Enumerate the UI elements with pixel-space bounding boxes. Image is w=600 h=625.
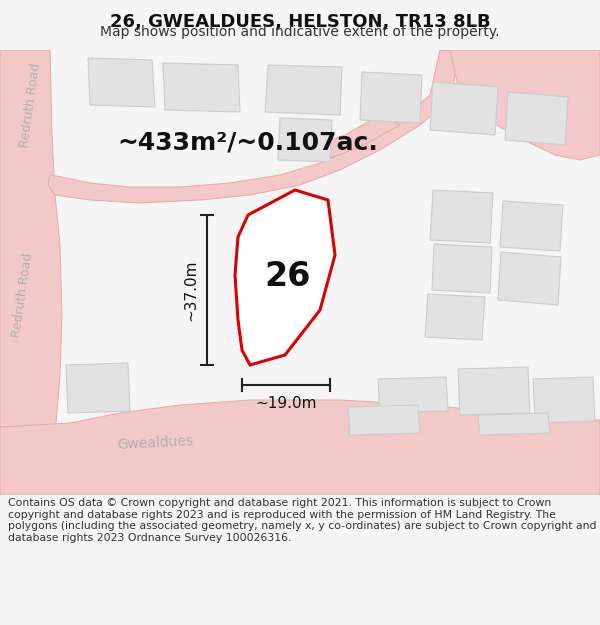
Polygon shape (278, 118, 332, 162)
Polygon shape (432, 244, 492, 293)
Text: Redruth Road: Redruth Road (17, 62, 43, 148)
Text: 26, GWEALDUES, HELSTON, TR13 8LB: 26, GWEALDUES, HELSTON, TR13 8LB (110, 12, 490, 31)
Text: Gwealdues: Gwealdues (116, 434, 194, 452)
Polygon shape (478, 413, 550, 435)
Polygon shape (265, 65, 342, 115)
Text: ~19.0m: ~19.0m (255, 396, 317, 411)
Polygon shape (235, 190, 335, 365)
Polygon shape (440, 50, 600, 160)
Polygon shape (88, 58, 155, 107)
Polygon shape (360, 72, 422, 123)
Polygon shape (505, 92, 568, 145)
Polygon shape (533, 377, 595, 423)
Text: ~37.0m: ~37.0m (184, 259, 199, 321)
Polygon shape (430, 82, 498, 135)
Polygon shape (458, 367, 530, 415)
Text: ~433m²/~0.107ac.: ~433m²/~0.107ac. (118, 131, 379, 155)
Polygon shape (430, 190, 493, 243)
Polygon shape (498, 252, 561, 305)
Polygon shape (348, 405, 420, 435)
Polygon shape (48, 50, 460, 203)
Text: Redruth Road: Redruth Road (10, 252, 34, 338)
Text: Contains OS data © Crown copyright and database right 2021. This information is : Contains OS data © Crown copyright and d… (8, 498, 596, 542)
Polygon shape (425, 294, 485, 340)
Text: Map shows position and indicative extent of the property.: Map shows position and indicative extent… (100, 25, 500, 39)
Polygon shape (500, 201, 563, 251)
Polygon shape (0, 50, 62, 495)
Text: 26: 26 (265, 261, 311, 294)
Polygon shape (163, 63, 240, 112)
Polygon shape (66, 363, 130, 413)
Polygon shape (310, 115, 400, 160)
Polygon shape (0, 400, 600, 495)
Polygon shape (378, 377, 448, 413)
